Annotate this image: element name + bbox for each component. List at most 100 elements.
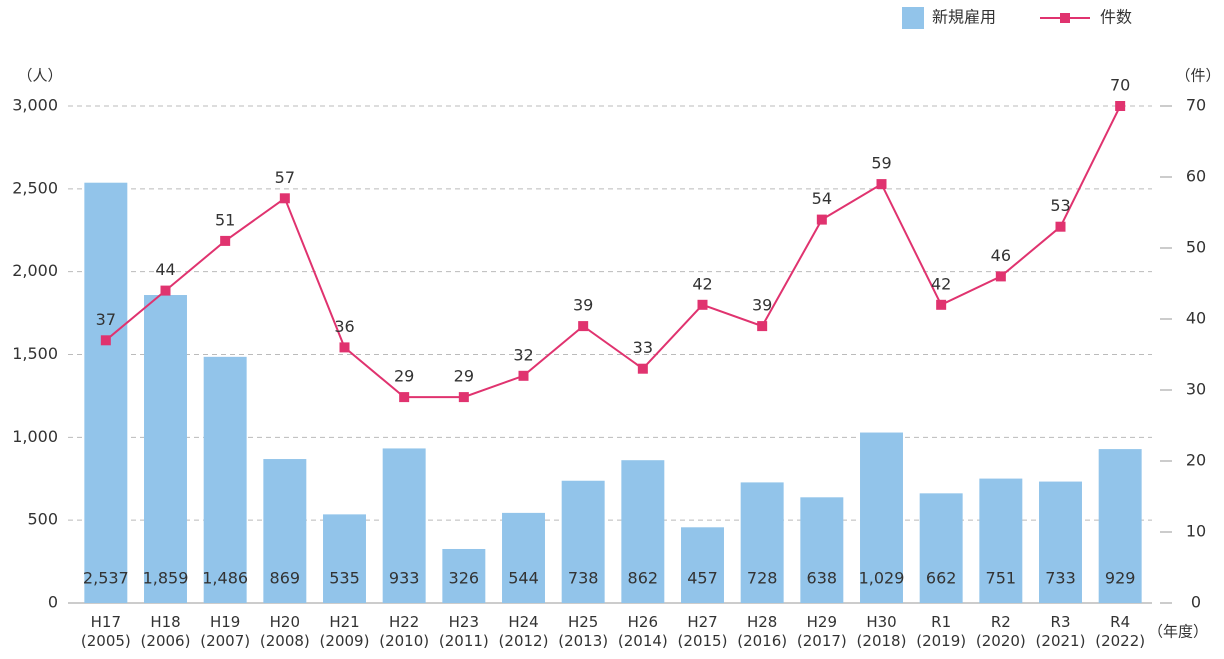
y-tick-label: 3,000 [12, 96, 58, 115]
y2-tick-label: 40 [1186, 309, 1206, 328]
line-marker [816, 214, 827, 225]
bar-value-label: 862 [628, 569, 659, 588]
y-axis-label: （人） [17, 67, 62, 85]
line-marker [160, 285, 171, 296]
bar [1039, 481, 1082, 603]
legend-marker [1060, 13, 1070, 23]
y2-tick-label: 10 [1186, 522, 1206, 541]
y2-tick-label: 60 [1186, 167, 1206, 186]
line-marker [458, 392, 469, 403]
bar-value-label: 544 [508, 569, 539, 588]
bar [740, 482, 784, 603]
y-tick-label: 2,500 [12, 178, 58, 197]
line-marker [1115, 101, 1126, 111]
bar [800, 497, 844, 603]
y2-axis-label: （件） [1175, 67, 1220, 85]
y-tick-label: 2,000 [12, 261, 58, 280]
bar-value-label: 638 [807, 569, 838, 588]
x-tick-label: H20 (2008) [260, 613, 310, 650]
bar [979, 478, 1023, 603]
x-tick-label: H29 (2017) [797, 613, 847, 650]
line-marker [757, 321, 768, 332]
x-tick-label: H27 (2015) [678, 613, 728, 650]
bar [203, 356, 247, 603]
bar [323, 514, 366, 603]
bar-value-label: 457 [687, 569, 718, 588]
bar-value-label: 751 [986, 569, 1017, 588]
bar-value-label: 326 [449, 569, 480, 588]
x-tick-label: H26 (2014) [618, 613, 668, 650]
x-tick-label: H22 (2010) [379, 613, 429, 650]
line-value-label: 32 [513, 345, 533, 364]
line-marker [518, 370, 529, 381]
y2-tick-label: 30 [1186, 380, 1206, 399]
line-value-label: 29 [394, 367, 414, 386]
line-marker [100, 335, 111, 346]
line-value-label: 51 [215, 210, 235, 229]
bar-value-label: 1,859 [143, 569, 189, 588]
line-marker [637, 363, 648, 374]
bar [561, 480, 605, 603]
legend-label: 件数 [1100, 8, 1132, 27]
bar-value-label: 733 [1045, 569, 1076, 588]
bar [1098, 449, 1142, 603]
line-value-label: 44 [155, 260, 175, 279]
bar-value-label: 662 [926, 569, 957, 588]
y-tick-label: 1,500 [12, 344, 58, 363]
bar-value-label: 929 [1105, 569, 1136, 588]
x-tick-label: H23 (2011) [439, 613, 489, 650]
x-tick-label: R3 (2021) [1036, 613, 1086, 650]
y-tick-label: 500 [27, 510, 58, 529]
x-tick-label: R2 (2020) [976, 613, 1026, 650]
bar-value-label: 2,537 [83, 569, 129, 588]
x-tick-label: R1 (2019) [916, 613, 966, 650]
legend-swatch [902, 7, 924, 29]
x-tick-label: H30 (2018) [857, 613, 907, 650]
bar-value-label: 738 [568, 569, 599, 588]
line-value-label: 29 [454, 367, 474, 386]
bar-value-label: 869 [270, 569, 301, 588]
y2-tick-label: 0 [1191, 593, 1201, 612]
line-value-label: 57 [275, 168, 295, 187]
line-marker [995, 271, 1006, 282]
x-tick-label: H28 (2016) [737, 613, 787, 650]
bar [263, 459, 307, 603]
line-value-label: 33 [633, 338, 653, 357]
x-tick-label: R4 (2022) [1095, 613, 1145, 650]
line-value-label: 42 [692, 274, 712, 293]
x-tick-label: H24 (2012) [499, 613, 549, 650]
bar [502, 512, 545, 603]
line-value-label: 39 [573, 296, 593, 315]
x-tick-label: H18 (2006) [141, 613, 191, 650]
bar-value-label: 1,029 [859, 569, 905, 588]
y-tick-label: 0 [48, 593, 58, 612]
line-value-label: 42 [931, 274, 951, 293]
x-tick-label: H17 (2005) [81, 613, 131, 650]
bar-value-label: 933 [389, 569, 420, 588]
bar [860, 432, 903, 603]
legend-label: 新規雇用 [932, 8, 996, 27]
bar-value-label: 1,486 [202, 569, 248, 588]
bar [919, 493, 963, 603]
line-marker [697, 299, 708, 310]
bar [621, 460, 665, 603]
line-marker [399, 392, 410, 403]
line-value-label: 53 [1050, 196, 1070, 215]
line-marker [1055, 221, 1066, 232]
bar-value-label: 535 [329, 569, 360, 588]
bar [382, 448, 426, 603]
line-marker [279, 193, 290, 204]
y-tick-label: 1,000 [12, 427, 58, 446]
y2-tick-label: 70 [1186, 96, 1206, 115]
bar [144, 295, 187, 603]
x-tick-label: H21 (2009) [320, 613, 370, 650]
y2-tick-label: 50 [1186, 238, 1206, 257]
bar [442, 548, 486, 603]
bar [84, 182, 128, 603]
x-tick-label: H19 (2007) [200, 613, 250, 650]
line [105, 105, 1122, 399]
line-marker [339, 342, 350, 353]
line-value-label: 70 [1110, 76, 1130, 95]
bar-value-label: 728 [747, 569, 778, 588]
